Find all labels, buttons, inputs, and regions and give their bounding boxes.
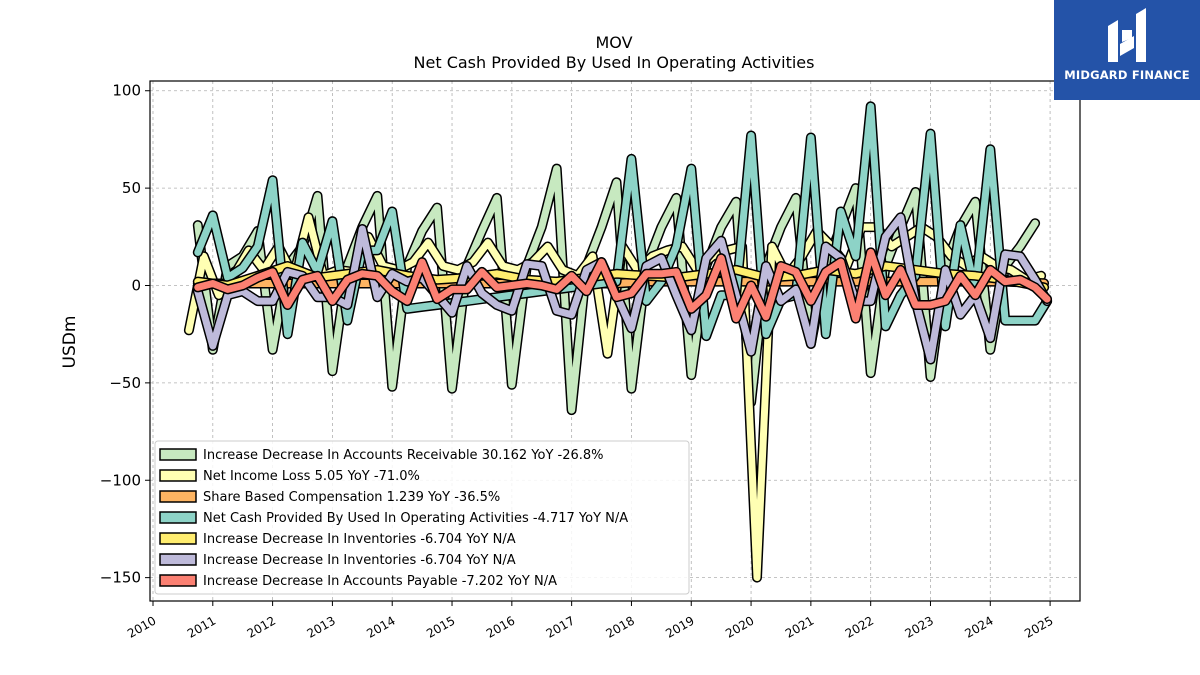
legend-entry-label: Net Income Loss 5.05 YoY -71.0% bbox=[203, 469, 420, 484]
x-tick-label: 2019 bbox=[663, 613, 696, 640]
legend-entry-label: Increase Decrease In Accounts Payable -7… bbox=[203, 574, 557, 589]
legend-swatch bbox=[159, 490, 197, 503]
legend-entry-label: Increase Decrease In Inventories -6.704 … bbox=[203, 553, 516, 568]
y-tick-label: 100 bbox=[112, 82, 141, 100]
legend-box bbox=[154, 440, 690, 595]
chart-subtitle: Net Cash Provided By Used In Operating A… bbox=[414, 53, 815, 72]
legend-swatch bbox=[159, 553, 197, 566]
y-tick-label: −100 bbox=[100, 471, 141, 489]
x-tick-label: 2018 bbox=[603, 613, 636, 640]
y-tick-label: 0 bbox=[131, 276, 141, 294]
legend-entry-label: Increase Decrease In Accounts Receivable… bbox=[203, 448, 604, 463]
x-tick-label: 2023 bbox=[903, 613, 936, 640]
x-tick-label: 2015 bbox=[424, 613, 457, 640]
y-axis-label: USDm bbox=[60, 316, 80, 369]
y-tick-label: −150 bbox=[100, 569, 141, 587]
x-tick-label: 2010 bbox=[125, 613, 158, 640]
x-tick-label: 2012 bbox=[245, 613, 278, 640]
y-tick-label: 50 bbox=[122, 179, 141, 197]
series-line-5 bbox=[194, 213, 1051, 363]
x-tick-label: 2017 bbox=[544, 613, 577, 640]
legend-entry-label: Increase Decrease In Inventories -6.704 … bbox=[203, 532, 516, 547]
x-tick-label: 2022 bbox=[843, 613, 876, 640]
x-tick-label: 2025 bbox=[1022, 613, 1055, 640]
chart-title: MOV bbox=[595, 33, 632, 52]
series-line-6 bbox=[194, 248, 1051, 323]
legend-entry-label: Net Cash Provided By Used In Operating A… bbox=[203, 511, 628, 526]
series-lines bbox=[183, 101, 1053, 583]
x-tick-label: 2013 bbox=[304, 613, 337, 640]
y-tick-label: −50 bbox=[109, 374, 141, 392]
logo-mark-icon bbox=[1108, 8, 1146, 62]
x-tick-label: 2024 bbox=[962, 613, 995, 640]
legend-entry-label: Share Based Compensation 1.239 YoY -36.5… bbox=[203, 490, 500, 505]
legend-swatch bbox=[159, 532, 197, 545]
legend: Increase Decrease In Accounts Receivable… bbox=[154, 440, 690, 595]
x-tick-label: 2014 bbox=[364, 613, 397, 640]
legend-swatch bbox=[159, 574, 197, 587]
legend-swatch bbox=[159, 448, 197, 461]
series-line-4 bbox=[194, 262, 1048, 291]
x-tick-label: 2020 bbox=[723, 613, 756, 640]
company-logo: MIDGARD FINANCE bbox=[1054, 0, 1200, 100]
logo-text: MIDGARD FINANCE bbox=[1064, 68, 1190, 82]
x-tick-label: 2021 bbox=[783, 613, 816, 640]
legend-swatch bbox=[159, 511, 197, 524]
legend-swatch bbox=[159, 469, 197, 482]
x-tick-label: 2016 bbox=[484, 613, 517, 640]
plot-frame bbox=[149, 80, 1081, 602]
x-tick-label: 2011 bbox=[185, 613, 218, 640]
